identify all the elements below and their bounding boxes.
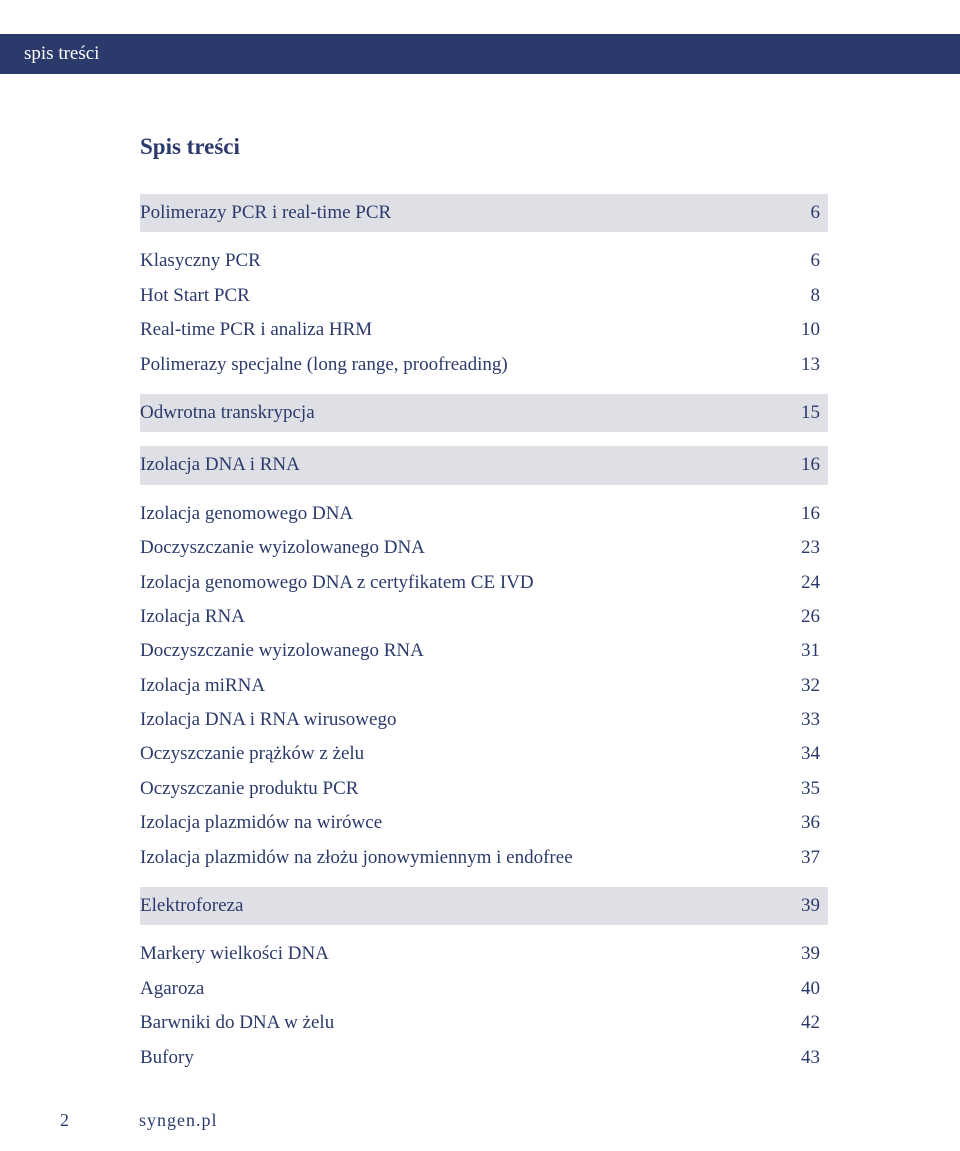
toc-entry-page: 43: [772, 1043, 820, 1073]
toc-entry-label: Izolacja DNA i RNA wirusowego: [140, 705, 772, 735]
toc-section-page: 15: [772, 398, 820, 428]
toc-entry: Izolacja genomowego DNA16: [140, 499, 820, 529]
toc-section-page: 39: [772, 891, 820, 921]
toc-entry-page: 40: [772, 974, 820, 1004]
toc-entry-label: Izolacja plazmidów na wirówce: [140, 808, 772, 838]
toc-entry-page: 31: [772, 636, 820, 666]
toc-entry: Hot Start PCR8: [140, 281, 820, 311]
toc-entry-page: 37: [772, 843, 820, 873]
toc-entry-label: Izolacja genomowego DNA z certyfikatem C…: [140, 568, 772, 598]
toc-entry-page: 23: [772, 533, 820, 563]
toc-entry-page: 32: [772, 671, 820, 701]
toc-entry-label: Izolacja plazmidów na złożu jonowymienny…: [140, 843, 772, 873]
header-band: spis treści: [0, 34, 960, 74]
toc-section: Izolacja DNA i RNA 16: [140, 446, 828, 484]
toc-section-label: Polimerazy PCR i real-time PCR: [140, 198, 772, 228]
toc-section-label: Odwrotna transkrypcja: [140, 398, 772, 428]
toc-entry-label: Barwniki do DNA w żelu: [140, 1008, 772, 1038]
toc-entry-page: 26: [772, 602, 820, 632]
toc-section: Elektroforeza 39: [140, 887, 828, 925]
toc-entry: Izolacja DNA i RNA wirusowego33: [140, 705, 820, 735]
toc-entry-label: Polimerazy specjalne (long range, proofr…: [140, 350, 772, 380]
toc-entry-page: 13: [772, 350, 820, 380]
toc-entry-label: Oczyszczanie produktu PCR: [140, 774, 772, 804]
toc-entry: Izolacja plazmidów na wirówce36: [140, 808, 820, 838]
toc-entry: Doczyszczanie wyizolowanego RNA31: [140, 636, 820, 666]
toc-entry: Oczyszczanie produktu PCR35: [140, 774, 820, 804]
toc-entry: Bufory43: [140, 1043, 820, 1073]
toc-entry-label: Agaroza: [140, 974, 772, 1004]
toc-entry-label: Oczyszczanie prążków z żelu: [140, 739, 772, 769]
toc-entry: Doczyszczanie wyizolowanego DNA23: [140, 533, 820, 563]
toc-entry: Izolacja miRNA32: [140, 671, 820, 701]
toc-entry-page: 10: [772, 315, 820, 345]
toc-entry-label: Real-time PCR i analiza HRM: [140, 315, 772, 345]
header-tab-label: spis treści: [24, 43, 99, 65]
toc-section-label: Izolacja DNA i RNA: [140, 450, 772, 480]
page-footer: 2 syngen.pl: [0, 1110, 960, 1131]
toc-entry-page: 33: [772, 705, 820, 735]
toc-section-page: 6: [772, 198, 820, 228]
toc-entry-page: 24: [772, 568, 820, 598]
toc-entry-page: 42: [772, 1008, 820, 1038]
footer-page-number: 2: [60, 1110, 69, 1131]
toc-entry-label: Izolacja genomowego DNA: [140, 499, 772, 529]
toc-entry: Oczyszczanie prążków z żelu34: [140, 739, 820, 769]
toc-entry-label: Doczyszczanie wyizolowanego DNA: [140, 533, 772, 563]
toc-section: Polimerazy PCR i real-time PCR 6: [140, 194, 828, 232]
footer-site: syngen.pl: [139, 1110, 218, 1131]
toc-group: Izolacja genomowego DNA16 Doczyszczanie …: [140, 499, 820, 873]
toc-entry-label: Izolacja miRNA: [140, 671, 772, 701]
toc-entry-label: Bufory: [140, 1043, 772, 1073]
toc-entry-label: Doczyszczanie wyizolowanego RNA: [140, 636, 772, 666]
toc-entry: Izolacja plazmidów na złożu jonowymienny…: [140, 843, 820, 873]
toc-entry: Izolacja genomowego DNA z certyfikatem C…: [140, 568, 820, 598]
toc-content: Spis treści Polimerazy PCR i real-time P…: [0, 74, 960, 1073]
toc-entry: Markery wielkości DNA39: [140, 939, 820, 969]
toc-entry-page: 36: [772, 808, 820, 838]
toc-entry-page: 8: [772, 281, 820, 311]
toc-group: Klasyczny PCR6 Hot Start PCR8 Real-time …: [140, 246, 820, 380]
toc-entry-page: 39: [772, 939, 820, 969]
toc-entry-page: 16: [772, 499, 820, 529]
toc-entry: Klasyczny PCR6: [140, 246, 820, 276]
toc-entry: Real-time PCR i analiza HRM10: [140, 315, 820, 345]
toc-entry-page: 34: [772, 739, 820, 769]
toc-entry-page: 35: [772, 774, 820, 804]
toc-group: Markery wielkości DNA39 Agaroza40 Barwni…: [140, 939, 820, 1073]
toc-section-label: Elektroforeza: [140, 891, 772, 921]
toc-entry: Agaroza40: [140, 974, 820, 1004]
toc-entry-label: Klasyczny PCR: [140, 246, 772, 276]
toc-entry-page: 6: [772, 246, 820, 276]
toc-entry: Izolacja RNA26: [140, 602, 820, 632]
page-title: Spis treści: [140, 134, 820, 160]
toc-section: Odwrotna transkrypcja 15: [140, 394, 828, 432]
toc-entry: Barwniki do DNA w żelu42: [140, 1008, 820, 1038]
toc-section-page: 16: [772, 450, 820, 480]
toc-entry-label: Hot Start PCR: [140, 281, 772, 311]
toc-entry-label: Markery wielkości DNA: [140, 939, 772, 969]
toc-entry: Polimerazy specjalne (long range, proofr…: [140, 350, 820, 380]
toc-entry-label: Izolacja RNA: [140, 602, 772, 632]
